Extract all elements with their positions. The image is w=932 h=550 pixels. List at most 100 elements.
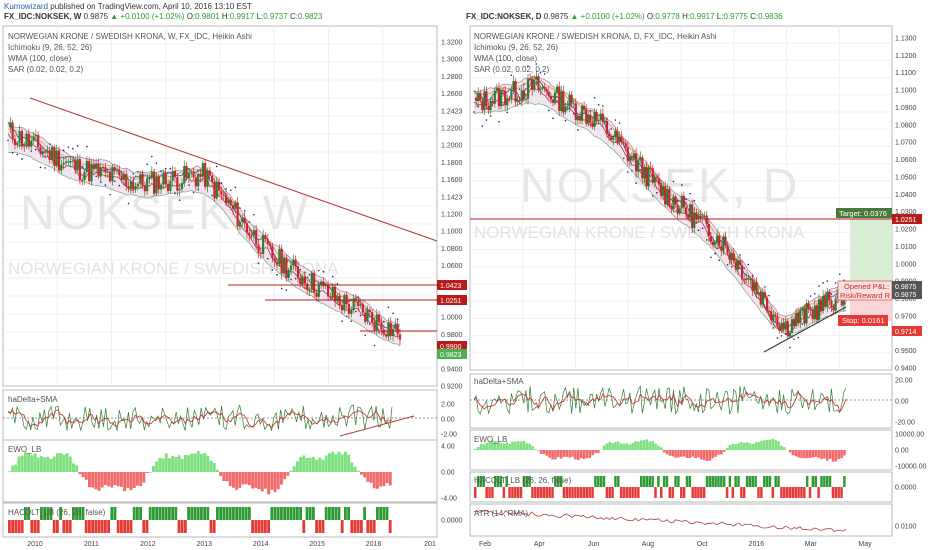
hacolt-bar: [783, 487, 786, 498]
left-indicator-hadelta[interactable]: haDelta+SMA: [2, 389, 438, 449]
time-tick-label: Apr: [534, 541, 546, 548]
candle-body: [336, 295, 339, 302]
right-c-label: C:: [750, 12, 759, 21]
candle-body: [674, 196, 677, 205]
hacolt-bar: [107, 520, 110, 533]
ewo-bar: [113, 472, 117, 486]
ewo-bar: [474, 448, 477, 450]
hacolt-bar: [499, 476, 503, 487]
candle-body: [743, 279, 746, 281]
ewo-bar: [49, 459, 53, 472]
hacolt-bar: [577, 487, 580, 498]
price-tick-label: 1.0300: [895, 209, 917, 216]
ewo-bar: [347, 454, 351, 472]
right-ind4-label: ATR (14, RMA): [474, 509, 528, 518]
ewo-bar: [525, 443, 529, 450]
candle-body: [522, 90, 525, 100]
candle-body: [784, 321, 787, 330]
author-link[interactable]: Kumowizard: [4, 2, 49, 11]
left-main-chart[interactable]: NOKSEK, W NORWEGIAN KRONE / SWEDISH KRON…: [2, 25, 438, 387]
candle-body: [150, 171, 153, 178]
hacolt-bar: [8, 520, 11, 533]
sar-dot: [30, 150, 32, 152]
candle-body: [180, 183, 184, 190]
hacolt-bar: [216, 507, 219, 520]
hacolt-bar: [508, 487, 511, 498]
ewo-bar: [260, 472, 264, 492]
hacolt-bar: [599, 476, 603, 487]
ewo-bar: [155, 461, 159, 472]
ewo-bar: [91, 472, 95, 488]
candle-body: [495, 88, 498, 91]
right-time-axis[interactable]: Feb Apr Jun Aug Oct 2016 Mar May: [479, 541, 872, 548]
right-price-axis[interactable]: 1.1300 1.1200 1.1100 1.1000 1.0900 1.0800 1.07…: [895, 36, 917, 373]
candle-body: [398, 334, 402, 340]
candle-body: [313, 272, 316, 293]
candle-body: [322, 281, 325, 287]
price-tick-label: 0.00: [441, 470, 455, 477]
sar-dot: [535, 63, 538, 65]
ewo-bar: [783, 447, 786, 450]
ewo-bar: [582, 450, 586, 459]
price-tick-label: 0.00: [895, 399, 909, 406]
price-badge: [892, 281, 922, 291]
hacolt-bar: [602, 476, 606, 487]
hacolt-bar: [46, 507, 50, 520]
right-legend-wma: WMA (100, close): [474, 54, 537, 63]
right-stop-box[interactable]: Stop: 0.0161: [838, 315, 888, 326]
candle-body: [524, 98, 528, 101]
candle-body: [520, 90, 523, 101]
candle-body: [701, 216, 704, 218]
candle-body: [672, 196, 675, 210]
ewo-bar: [536, 450, 540, 451]
right-ind4-line: [473, 509, 847, 533]
candle-body: [129, 181, 133, 189]
right-pnl-box[interactable]: Opened P&L: Risk/Reward R: [837, 280, 893, 301]
price-tick-label: 0.0000: [895, 485, 917, 492]
left-price-axis[interactable]: 1.3200 1.3000 1.2800 1.2600 1.2423 1.2200 1.20…: [441, 40, 463, 391]
candle-body: [487, 105, 490, 111]
ewo-bar: [81, 472, 85, 478]
right-target-box[interactable]: Target: 0.0376: [836, 208, 892, 218]
candle-body: [539, 88, 542, 90]
ewo-bar: [840, 450, 843, 459]
sar-dot: [132, 172, 135, 175]
sar-dot: [793, 338, 795, 341]
hacolt-bar: [148, 507, 152, 520]
candle-body: [612, 137, 615, 140]
price-tick-label: 0.9500: [895, 348, 917, 355]
left-time-axis[interactable]: 2010 2011 2012 2013 2014 2015 2016 201: [27, 541, 436, 548]
right-main-chart[interactable]: NOKSEK, D NORWEGIAN KRONE / SWEDISH KRON…: [469, 25, 893, 371]
right-indicator-ewo[interactable]: EWO_LB: [469, 429, 893, 471]
right-indicator-atr[interactable]: ATR (14, RMA): [469, 503, 893, 537]
ewo-bar: [360, 472, 363, 475]
hacolt-bar: [571, 487, 574, 498]
candle-body: [113, 167, 116, 171]
candle-body: [537, 76, 540, 90]
candle-body: [16, 143, 19, 146]
ewo-bar: [691, 450, 695, 457]
price-tick-label: 1.2000: [441, 143, 463, 150]
right-ind1-lines: [473, 385, 847, 416]
sar-dot: [539, 71, 542, 74]
price-tick-label: 20.00: [895, 378, 913, 385]
left-indicator-hacolt[interactable]: HACOLT_LB (26, 26, false): [2, 502, 438, 538]
hacolt-bar: [72, 507, 75, 520]
right-indicator-hacolt[interactable]: HACOLT_LB (26, 26, false): [469, 471, 893, 503]
hacolt-bar: [551, 487, 554, 498]
candle-body: [670, 206, 673, 210]
hacolt-bar: [225, 507, 229, 520]
sar-dot: [473, 111, 475, 113]
ewo-bar: [668, 450, 672, 456]
left-indicator-ewo[interactable]: EWO_LB: [2, 439, 438, 503]
hacolt-bar: [742, 487, 746, 498]
sar-dot: [109, 193, 111, 196]
hacolt-bar: [56, 520, 59, 533]
hacolt-bar: [700, 487, 703, 498]
hacolt-bar: [388, 520, 392, 533]
ewo-bar: [748, 443, 752, 450]
ewo-bar: [315, 459, 319, 472]
right-indicator-hadelta[interactable]: haDelta+SMA: [469, 373, 893, 429]
hacolt-bar: [318, 520, 322, 533]
hacolt-bar: [728, 476, 732, 487]
